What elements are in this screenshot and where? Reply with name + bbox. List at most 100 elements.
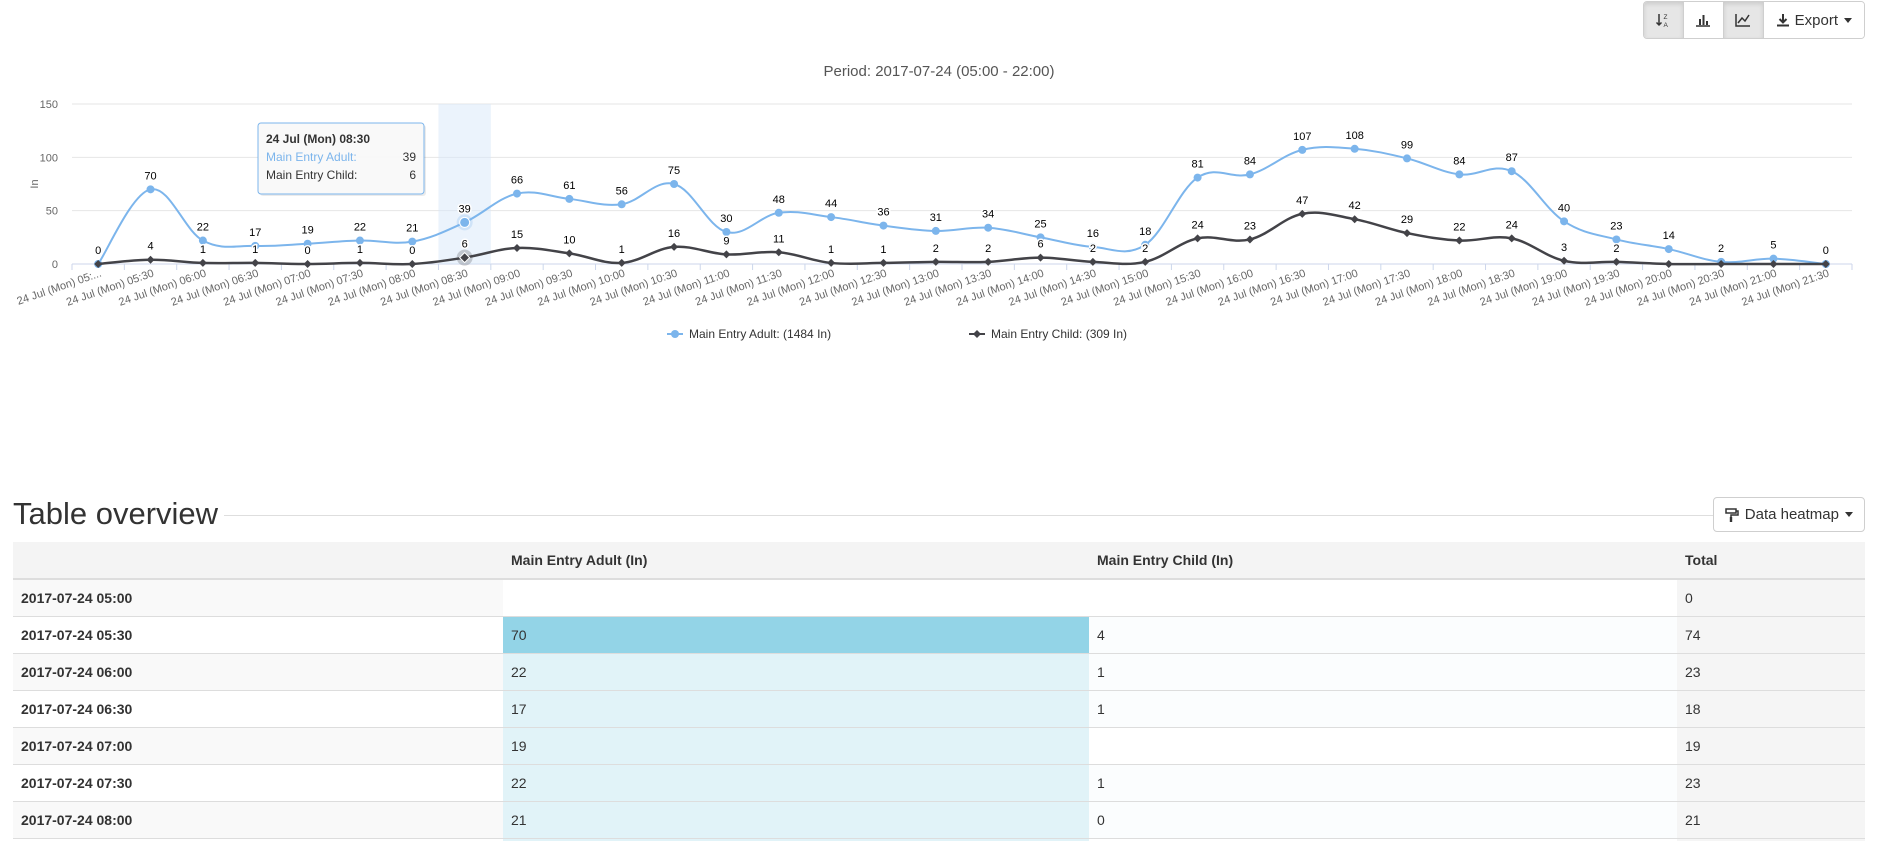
data-label: 14 <box>1663 230 1675 242</box>
data-table: Main Entry Adult (In) Main Entry Child (… <box>13 542 1865 841</box>
cell-child <box>1089 838 1677 841</box>
data-point <box>1821 260 1830 268</box>
line-chart-button[interactable] <box>1723 2 1764 38</box>
data-heatmap-button[interactable]: Data heatmap <box>1712 497 1865 532</box>
svg-text:A: A <box>1664 22 1669 28</box>
data-point <box>774 208 783 217</box>
data-label: 22 <box>197 222 209 234</box>
data-point <box>251 258 260 267</box>
chart-toolbar: Z A Export <box>1642 1 1865 39</box>
tooltip-row-label: Main Entry Child: <box>266 168 357 182</box>
data-label: 22 <box>1453 222 1465 234</box>
data-label: 19 <box>301 225 313 237</box>
data-label: 6 <box>1037 239 1043 251</box>
export-label: Export <box>1794 11 1838 29</box>
legend-label: Main Entry Child: (309 In) <box>991 327 1127 341</box>
tooltip-row-label: Main Entry Adult: <box>266 150 357 164</box>
cell-child: 1 <box>1089 690 1677 728</box>
data-label: 99 <box>1401 139 1413 151</box>
data-label: 2 <box>985 243 991 255</box>
data-point <box>1245 170 1254 179</box>
data-point <box>722 228 731 236</box>
y-axis-label: In <box>29 179 41 188</box>
chart-title: Period: 2017-07-24 (05:00 - 22:00) <box>824 63 1055 80</box>
data-point <box>1560 256 1569 265</box>
data-point <box>1141 257 1150 266</box>
sort-toggle-button[interactable]: Z A <box>1643 2 1684 38</box>
data-label: 0 <box>1823 245 1829 257</box>
data-label: 0 <box>1823 245 1829 257</box>
y-tick-label: 100 <box>40 152 58 164</box>
data-label: 47 <box>1296 195 1308 207</box>
data-label: 18 <box>1139 226 1151 238</box>
data-point <box>827 258 836 267</box>
tooltip-row-value: 39 <box>403 150 417 164</box>
table-row: 2017-07-24 08:00 21 0 21 <box>13 801 1865 839</box>
header-time <box>13 542 503 580</box>
cell-adult: 19 <box>503 727 1089 765</box>
legend-item[interactable]: Main Entry Adult: (1484 In) <box>667 327 831 341</box>
data-label: 39 <box>459 203 471 215</box>
x-axis: 24 Jul (Mon) 05:...24 Jul (Mon) 05:3024 … <box>15 264 1853 309</box>
data-point <box>458 251 471 264</box>
row-time: 2017-07-24 06:30 <box>13 690 503 728</box>
data-point <box>198 258 207 267</box>
data-label: 42 <box>1349 200 1361 212</box>
data-point <box>774 248 783 257</box>
cell-adult <box>503 838 1089 841</box>
data-point <box>1036 233 1045 242</box>
data-point <box>670 242 679 251</box>
data-label: 108 <box>1345 130 1363 142</box>
data-point <box>1245 235 1254 244</box>
data-point <box>617 258 626 267</box>
cell-child: 0 <box>1089 801 1677 839</box>
data-point <box>1088 257 1097 266</box>
svg-text:Z: Z <box>1664 14 1668 21</box>
data-label: 34 <box>982 209 994 221</box>
data-label: 84 <box>1453 155 1465 167</box>
data-point <box>146 185 155 194</box>
data-point <box>1193 234 1202 243</box>
row-time: 2017-07-24 06:00 <box>13 653 503 691</box>
data-label: 36 <box>877 207 889 219</box>
data-point <box>1298 145 1307 154</box>
legend-item[interactable]: Main Entry Child: (309 In) <box>969 327 1127 341</box>
data-point <box>984 257 993 266</box>
data-point <box>1298 209 1307 218</box>
data-label: 15 <box>511 229 523 241</box>
line-chart-icon <box>1735 14 1751 27</box>
legend-label: Main Entry Adult: (1484 In) <box>689 327 831 341</box>
export-button[interactable]: Export <box>1763 2 1864 38</box>
data-point <box>459 216 471 228</box>
cell-total: 74 <box>1677 616 1865 654</box>
cell-total: 23 <box>1677 653 1865 691</box>
data-label: 75 <box>668 165 680 177</box>
data-label: 48 <box>773 194 785 206</box>
data-point <box>1612 235 1621 244</box>
data-point <box>303 239 312 248</box>
data-point <box>879 221 888 230</box>
data-point <box>931 226 940 235</box>
data-point <box>931 257 940 266</box>
table-row: 2017-07-24 05:00 0 <box>13 578 1865 617</box>
series-line <box>97 146 1826 265</box>
data-label: 44 <box>825 198 837 210</box>
cell-total: 23 <box>1677 764 1865 802</box>
cell-adult: 21 <box>503 801 1089 839</box>
data-label: 40 <box>1558 202 1570 214</box>
data-label: 23 <box>1610 220 1622 232</box>
table-row: 2017-07-24 06:30 17 1 18 <box>13 690 1865 728</box>
table-row: 2017-07-24 07:30 22 1 23 <box>13 764 1865 802</box>
data-label: 87 <box>1506 152 1518 164</box>
row-time: 2017-07-24 05:30 <box>13 616 503 654</box>
cell-total: 0 <box>1677 578 1865 617</box>
bar-chart-icon <box>1696 15 1711 27</box>
data-point <box>1612 257 1621 266</box>
data-label: 16 <box>1087 228 1099 240</box>
data-label: 21 <box>406 223 418 235</box>
data-label: 9 <box>723 235 729 247</box>
data-point <box>513 244 521 252</box>
table-row: 2017-07-24 05:30 70 4 74 <box>13 616 1865 654</box>
bar-chart-button[interactable] <box>1683 2 1724 38</box>
